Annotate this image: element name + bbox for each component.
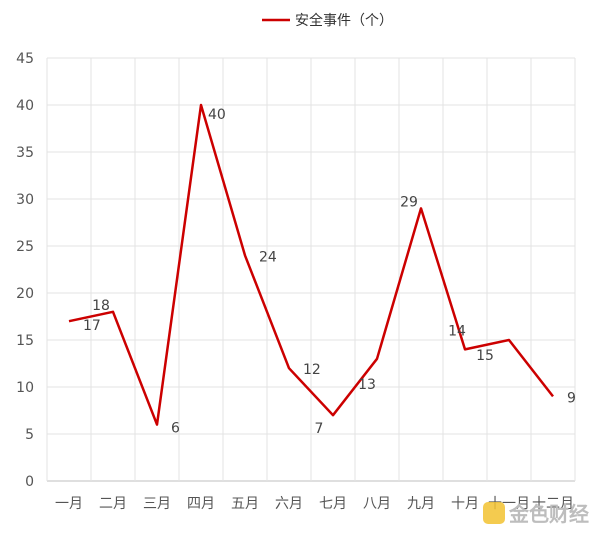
gold-coin-logo-icon xyxy=(483,502,505,524)
x-tick-label-6: 七月 xyxy=(319,496,347,512)
data-label-7: 13 xyxy=(358,377,376,393)
x-tick-label-1: 二月 xyxy=(99,496,127,512)
y-tick-label-9: 45 xyxy=(16,51,34,67)
data-label-8: 29 xyxy=(400,194,418,210)
x-tick-label-0: 一月 xyxy=(55,496,83,512)
y-tick-label-7: 35 xyxy=(16,145,34,161)
data-label-6: 7 xyxy=(315,421,324,437)
x-tick-label-7: 八月 xyxy=(363,496,391,512)
y-tick-label-5: 25 xyxy=(16,239,34,255)
x-tick-label-8: 九月 xyxy=(407,496,435,512)
y-tick-label-8: 40 xyxy=(16,98,34,114)
y-tick-label-0: 0 xyxy=(25,474,34,490)
legend: 安全事件（个） xyxy=(262,12,393,29)
data-label-10: 15 xyxy=(476,348,494,364)
legend-label: 安全事件（个） xyxy=(295,12,393,29)
data-label-3: 40 xyxy=(208,107,226,123)
series-line-0 xyxy=(68,103,554,426)
watermark-text: 金色财经 xyxy=(508,502,589,526)
data-label-9: 14 xyxy=(448,323,466,339)
x-tick-label-9: 十月 xyxy=(451,496,479,512)
series-layer xyxy=(68,103,554,426)
y-tick-label-2: 10 xyxy=(16,380,34,396)
y-axis-ticks: 0 5 10 15 20 25 30 35 40 45 xyxy=(16,51,34,490)
y-tick-label-1: 5 xyxy=(25,427,34,443)
x-tick-label-4: 五月 xyxy=(231,496,259,512)
data-labels: 17 18 6 40 24 12 7 13 29 14 15 9 xyxy=(83,107,576,437)
watermark: 金色财经 xyxy=(483,502,589,526)
x-tick-label-11: 十二月 xyxy=(532,496,574,512)
y-tick-label-3: 15 xyxy=(16,333,34,349)
data-label-11: 9 xyxy=(567,390,576,406)
x-axis-ticks: 一月 二月 三月 四月 五月 六月 七月 八月 九月 十月 十一月 十二月 xyxy=(55,496,574,512)
x-tick-label-5: 六月 xyxy=(275,496,303,512)
data-label-1: 18 xyxy=(92,298,110,314)
data-label-2: 6 xyxy=(171,421,180,437)
data-label-5: 12 xyxy=(303,362,321,378)
y-tick-label-6: 30 xyxy=(16,192,34,208)
x-tick-label-2: 三月 xyxy=(143,496,171,512)
grid xyxy=(46,57,576,482)
data-label-4: 24 xyxy=(259,249,277,265)
x-tick-label-3: 四月 xyxy=(187,496,215,512)
y-tick-label-4: 20 xyxy=(16,286,34,302)
data-label-0: 17 xyxy=(83,318,101,334)
